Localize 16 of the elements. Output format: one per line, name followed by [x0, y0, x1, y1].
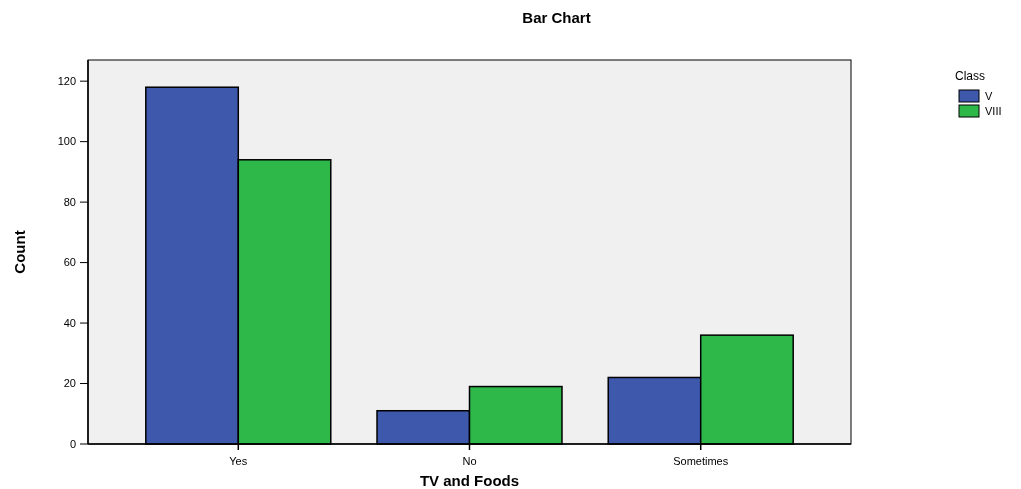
y-tick-label: 0	[69, 437, 76, 450]
x-tick-label: Sometimes	[673, 455, 729, 467]
x-tick-label: No	[462, 455, 477, 467]
legend-title: Class	[955, 69, 986, 83]
y-tick-label: 100	[57, 135, 76, 148]
y-tick-label: 60	[63, 256, 76, 269]
y-tick-label: 20	[63, 377, 76, 390]
y-tick-label: 120	[57, 75, 76, 88]
y-axis-title: Count	[11, 230, 28, 274]
y-tick-label: 80	[63, 195, 76, 208]
legend-label: V	[985, 90, 993, 102]
chart-title: Bar Chart	[522, 9, 591, 26]
y-tick-label: 40	[63, 316, 76, 329]
legend-label: VIII	[985, 105, 1002, 117]
x-axis-title: TV and Foods	[419, 472, 520, 489]
x-tick-label: Yes	[229, 455, 248, 467]
